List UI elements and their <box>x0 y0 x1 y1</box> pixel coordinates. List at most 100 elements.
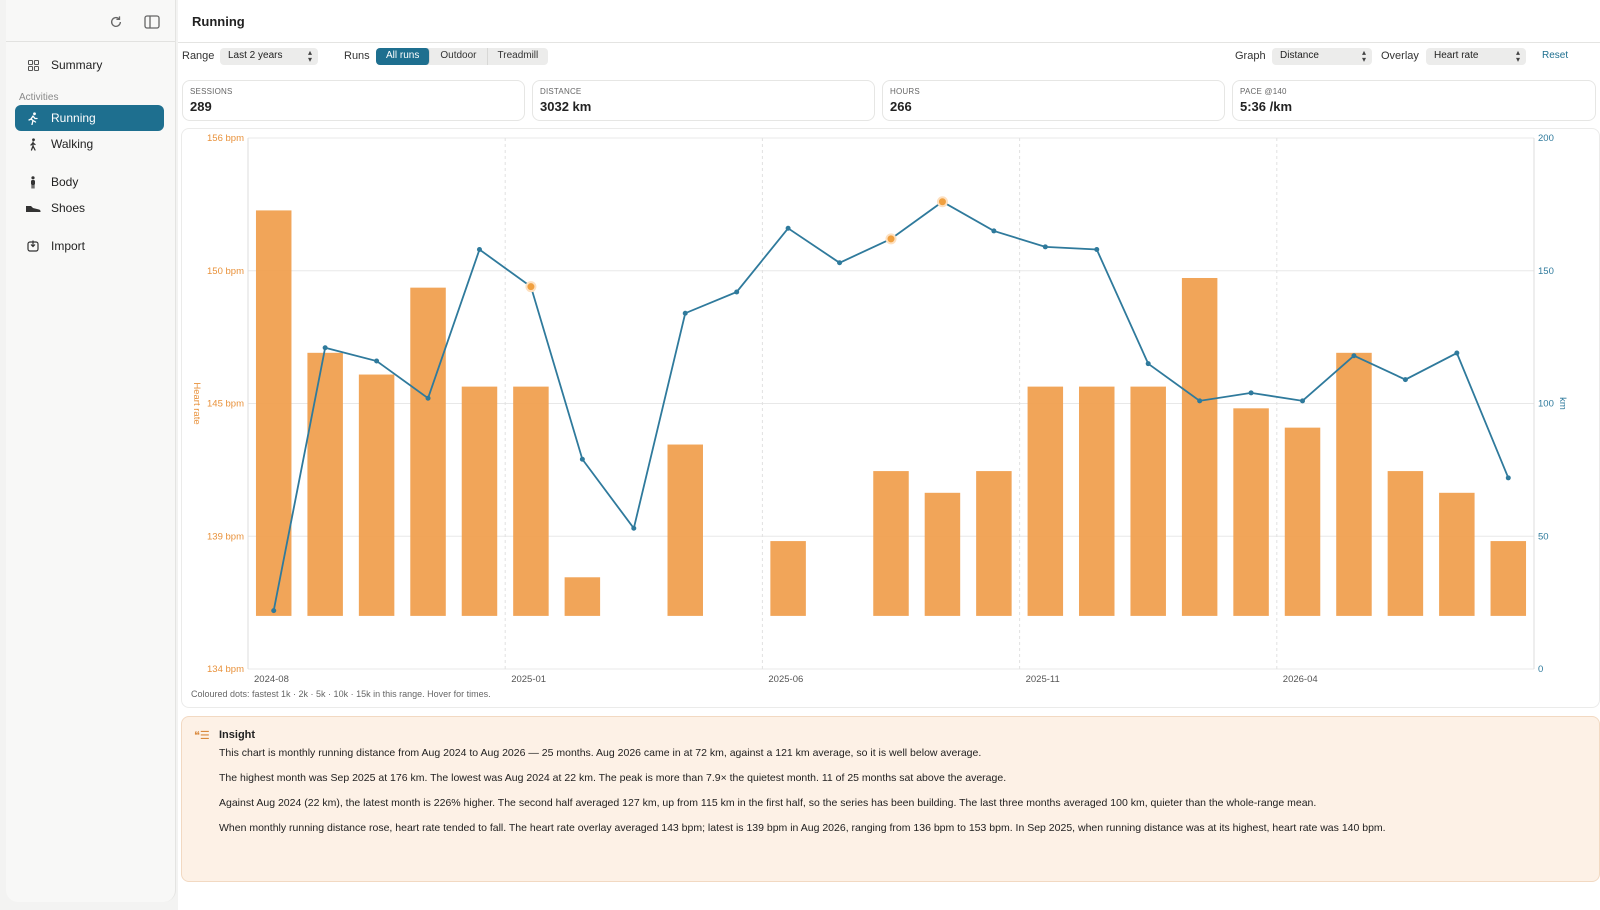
sidebar: Summary Activities Running Walking Body <box>6 0 176 902</box>
bar <box>513 386 549 616</box>
import-icon <box>25 238 41 254</box>
sidebar-item-summary[interactable]: Summary <box>15 52 164 78</box>
toolbar: Range Last 2 years ▴ ▾ Runs All runs Outd… <box>178 48 1600 66</box>
insight-panel: ❝☰ Insight This chart is monthly running… <box>181 716 1600 882</box>
sidebar-header <box>6 0 175 42</box>
x-tick-label: 2025-06 <box>768 674 803 685</box>
line-point <box>271 608 277 614</box>
bar <box>873 471 909 616</box>
y-left-tick-label: 139 bpm <box>207 531 244 542</box>
line-point <box>682 310 688 316</box>
stat-label: SESSIONS <box>190 87 233 96</box>
sidebar-section-label: Activities <box>19 92 59 103</box>
runs-option-treadmill[interactable]: Treadmill <box>497 50 539 61</box>
bar <box>1336 352 1372 616</box>
bar <box>770 541 806 616</box>
y-left-tick-label: 134 bpm <box>207 664 244 675</box>
overlay-select[interactable]: Heart rate ▴ ▾ <box>1426 48 1526 65</box>
bar <box>1284 427 1321 616</box>
y-right-tick-label: 0 <box>1538 664 1543 675</box>
runs-label: Runs <box>344 50 370 62</box>
runs-segmented-control: All runs Outdoor Treadmill <box>376 48 549 65</box>
line-point <box>579 456 585 462</box>
y-left-tick-label: 156 bpm <box>207 133 244 144</box>
line-point <box>1042 244 1048 250</box>
bar <box>976 471 1012 616</box>
line-point <box>1300 398 1306 404</box>
sidebar-item-label: Walking <box>51 137 94 151</box>
bar <box>564 577 601 616</box>
y-right-tick-label: 200 <box>1538 133 1554 144</box>
grid-icon <box>25 57 41 73</box>
y-right-axis-title: km <box>1557 397 1568 410</box>
bar <box>410 287 446 616</box>
bar <box>1181 277 1218 616</box>
chart-panel: 134 bpm 0 139 bpm 50 145 bpm 100 150 bpm 150 156… <box>181 128 1600 708</box>
bar <box>1233 408 1269 616</box>
graph-select-value: Distance <box>1280 50 1319 61</box>
line-point <box>1351 353 1357 359</box>
y-right-tick-label: 100 <box>1538 399 1554 410</box>
y-right-tick-label: 50 <box>1538 531 1549 542</box>
x-tick-label: 2025-01 <box>511 674 546 685</box>
bar <box>358 374 395 616</box>
bar <box>307 352 343 616</box>
stat-card-distance: DISTANCE 3032 km <box>532 80 875 121</box>
bar <box>461 386 498 616</box>
running-icon <box>25 110 41 126</box>
x-tick-label: 2026-04 <box>1283 674 1318 685</box>
bar <box>667 444 703 616</box>
sidebar-item-body[interactable]: Body <box>15 169 164 195</box>
insight-title: Insight <box>219 729 256 741</box>
stat-card-sessions: SESSIONS 289 <box>182 80 525 121</box>
stat-label: HOURS <box>890 87 920 96</box>
chevron-updown-icon: ▴ ▾ <box>1515 48 1520 64</box>
stat-value: 289 <box>190 99 212 114</box>
line-point <box>1454 350 1460 356</box>
line-point <box>1197 398 1203 404</box>
body-icon <box>25 174 41 190</box>
overlay-select-value: Heart rate <box>1434 50 1479 61</box>
sidebar-item-shoes[interactable]: Shoes <box>15 195 164 221</box>
bar <box>1079 386 1115 616</box>
line-point <box>476 247 482 253</box>
insight-paragraph: The highest month was Sep 2025 at 176 km… <box>219 772 1007 784</box>
range-select[interactable]: Last 2 years ▴ ▾ <box>220 48 318 65</box>
walking-icon <box>25 136 41 152</box>
range-select-value: Last 2 years <box>228 50 283 61</box>
line-point <box>1094 247 1100 253</box>
distance-chart[interactable]: 134 bpm 0 139 bpm 50 145 bpm 100 150 bpm 150 156… <box>182 129 1599 707</box>
graph-label: Graph <box>1235 50 1266 62</box>
fastest-split-dot <box>885 233 897 245</box>
line-point <box>322 345 328 351</box>
graph-select[interactable]: Distance ▴ ▾ <box>1272 48 1372 65</box>
chart-footnote: Coloured dots: fastest 1k · 2k · 5k · 10… <box>191 689 491 699</box>
line-point <box>1248 390 1254 396</box>
stat-card-hours: HOURS 266 <box>882 80 1225 121</box>
chevron-updown-icon: ▴ ▾ <box>307 48 312 64</box>
stat-label: DISTANCE <box>540 87 582 96</box>
line-point <box>1145 361 1151 367</box>
sidebar-item-running[interactable]: Running <box>15 105 164 131</box>
refresh-icon[interactable] <box>106 12 126 32</box>
chevron-updown-icon: ▴ ▾ <box>1361 48 1366 64</box>
bar <box>1130 386 1166 616</box>
stat-value: 3032 km <box>540 99 592 114</box>
bar <box>1439 492 1475 616</box>
sidebar-item-import[interactable]: Import <box>15 233 164 259</box>
sidebar-item-label: Running <box>51 111 96 125</box>
runs-option-outdoor[interactable]: Outdoor <box>430 48 488 65</box>
runs-option-all[interactable]: All runs <box>376 48 431 65</box>
line-point <box>631 525 637 531</box>
line-point <box>374 358 380 364</box>
sidebar-item-label: Summary <box>51 58 103 72</box>
overlay-label: Overlay <box>1381 50 1419 62</box>
reset-button[interactable]: Reset <box>1542 50 1569 61</box>
range-label: Range <box>182 50 215 62</box>
x-tick-label: 2025-11 <box>1026 674 1060 685</box>
insight-paragraph: This chart is monthly running distance f… <box>219 747 982 759</box>
sidebar-toggle-icon[interactable] <box>142 12 162 32</box>
stat-value: 266 <box>890 99 912 114</box>
sidebar-item-walking[interactable]: Walking <box>15 131 164 157</box>
shoe-icon <box>25 200 41 216</box>
